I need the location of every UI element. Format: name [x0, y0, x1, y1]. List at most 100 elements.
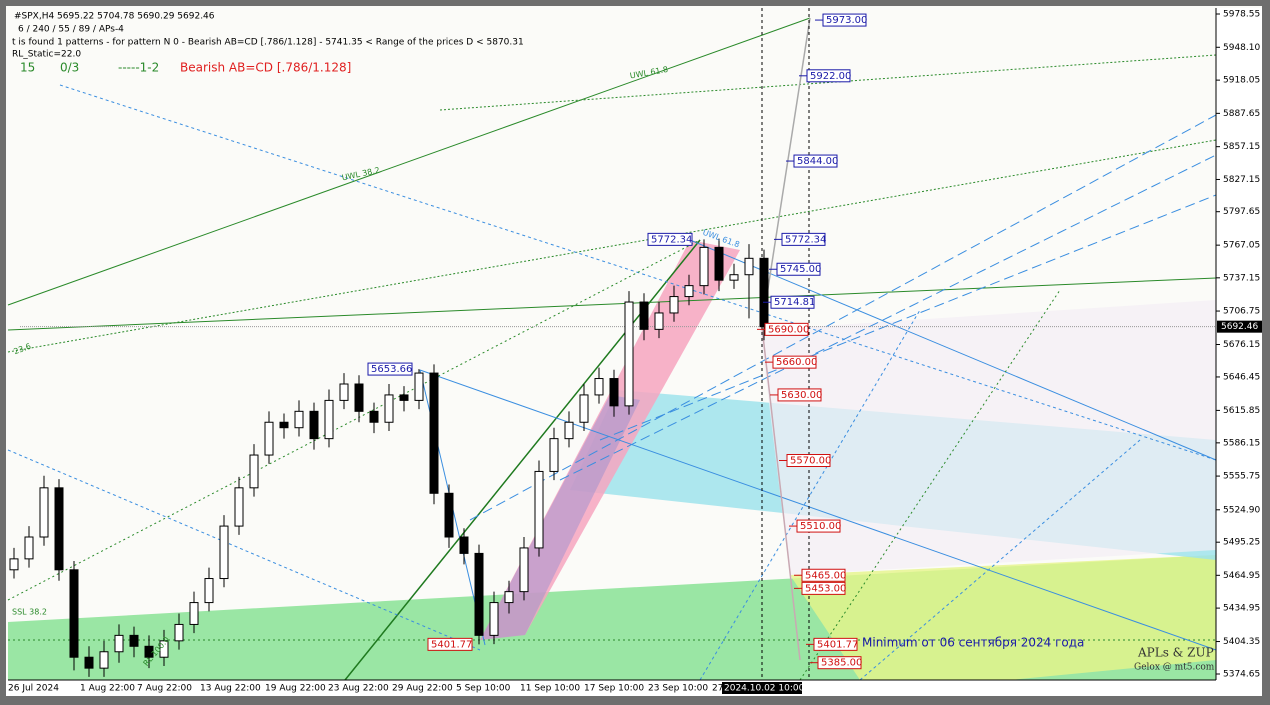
price-tick-label: 5524.90 [1223, 505, 1260, 515]
time-tick-label: 27 [712, 684, 723, 694]
candle-body [444, 492, 454, 538]
static: RL_Static=22.0 [12, 50, 81, 60]
level-label: 5453.00 [805, 583, 846, 594]
level-label: 5630.00 [781, 390, 822, 401]
light-zone [760, 300, 1216, 575]
time-tick-label: 13 Aug 22:00 [200, 684, 261, 694]
level-box [813, 637, 858, 651]
price-tick-label: 5374.65 [1223, 670, 1260, 680]
candle-body [234, 487, 244, 527]
level-box [770, 295, 815, 309]
candle-body [54, 487, 64, 571]
pivot-label: 5401.77 [431, 639, 472, 650]
pattern-info: t is found 1 patterns - for pattern N 0 … [12, 38, 524, 48]
level-label: 5973.00 [826, 15, 867, 26]
level-label: 5922.00 [810, 71, 851, 82]
price-tick-label: 5555.75 [1223, 472, 1260, 482]
level-box [786, 454, 831, 468]
candle-body [414, 372, 424, 401]
level-label: 5745.00 [780, 264, 821, 275]
level-box [781, 232, 826, 246]
candle-body [294, 410, 304, 429]
candle-body [684, 285, 694, 298]
candle-body [129, 634, 139, 647]
price-tick-label: 5948.10 [1223, 43, 1260, 53]
candle-body [384, 394, 394, 423]
candle-body [144, 645, 154, 658]
time-tick-label: 17 Sep 10:00 [584, 684, 644, 694]
projection [761, 326, 801, 661]
level-box [777, 388, 822, 402]
pivot-box [647, 232, 693, 246]
candle-body [39, 487, 49, 538]
level-label: 5690.00 [768, 324, 809, 335]
level-label: 5844.00 [797, 156, 838, 167]
candle-body [99, 651, 109, 669]
level-box [776, 262, 821, 276]
channel-line [419, 369, 1217, 651]
projection [761, 17, 811, 328]
price-tick-label: 5434.95 [1223, 604, 1260, 614]
price-tick-label: 5797.65 [1223, 207, 1260, 217]
fib-line [469, 114, 1217, 521]
candle-body [639, 301, 649, 330]
candle-body [714, 246, 724, 281]
level-label: 5510.00 [800, 521, 841, 532]
time-tick-label: 11 Sep 10:00 [520, 684, 580, 694]
candle-body [534, 470, 544, 549]
level-box [801, 581, 846, 595]
candle-body [84, 656, 94, 669]
annotation: SSL 38.2 [12, 608, 47, 617]
annotation: APLs & ZUP [1137, 646, 1214, 660]
candle-body [204, 578, 214, 604]
level-box [796, 519, 841, 533]
candle-body [114, 634, 124, 653]
fib-line [799, 289, 1061, 681]
annotation: Gelox @ mt5.com [1134, 663, 1215, 673]
current-price-label: 5692.46 [1221, 322, 1258, 332]
price-tick-label: 5827.15 [1223, 175, 1260, 185]
price-tick-label: 5857.15 [1223, 142, 1260, 152]
level-label: 5772.34 [785, 234, 826, 245]
candle-body [174, 623, 184, 642]
candle-body [219, 525, 229, 580]
level-box [817, 656, 862, 670]
level-label: 5570.00 [790, 456, 831, 467]
fib-line [859, 439, 1141, 681]
pivot-box [367, 362, 413, 376]
candle-body [189, 602, 199, 625]
time-tick-label: 19 Aug 22:00 [265, 684, 326, 694]
level-box [764, 322, 809, 336]
price-tick-label: 5767.05 [1223, 241, 1260, 251]
candle-body [549, 438, 559, 472]
trend-line [7, 139, 1217, 353]
price-tick-label: 5978.55 [1223, 10, 1260, 20]
candle-body [399, 394, 409, 401]
candle-body [744, 257, 754, 276]
params: 6 / 240 / 55 / 89 / APs-4 [18, 25, 124, 35]
candle-body [669, 296, 679, 314]
price-tick-label: 5464.95 [1223, 571, 1260, 581]
trend-line [7, 277, 1217, 331]
level-label: 5660.00 [776, 357, 817, 368]
candle-body [519, 547, 529, 593]
ratio: 0/3 [60, 61, 79, 75]
fib-line [559, 154, 1217, 481]
candle-body [69, 569, 79, 658]
price-tick-label: 5706.75 [1223, 307, 1260, 317]
mode: -----1-2 [118, 61, 159, 75]
price-axis [1216, 8, 1262, 680]
level-label: 5714.81 [774, 297, 815, 308]
trend-line [439, 54, 1217, 111]
time-tick-label: 2024.10.02 10:00 [724, 684, 805, 694]
price-tick-label: 5646.45 [1223, 372, 1260, 382]
candle-body [579, 394, 589, 423]
fib-line [599, 194, 1217, 441]
candle-body [339, 383, 349, 401]
time-tick-label: 23 Aug 22:00 [328, 684, 389, 694]
price-tick-label: 5615.85 [1223, 406, 1260, 416]
candle-body [654, 312, 664, 330]
candle-body [759, 257, 769, 328]
candle-body [459, 536, 469, 554]
candle-body [429, 372, 439, 494]
